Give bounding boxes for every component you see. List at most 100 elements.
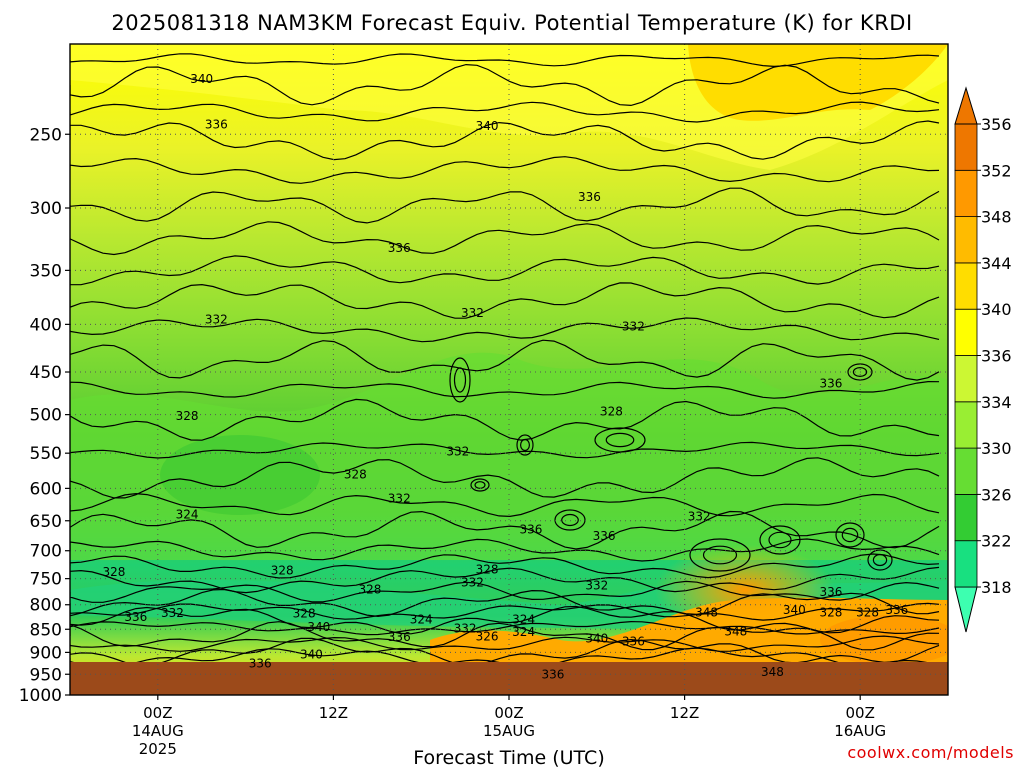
contour-line-9 bbox=[70, 317, 940, 343]
y-tick-label-350: 350 bbox=[30, 261, 62, 281]
contour-line-1 bbox=[70, 63, 940, 107]
contour-label-22: 328 bbox=[359, 582, 382, 596]
contour-cell-inner-5 bbox=[702, 545, 738, 565]
contour-label-17: 336 bbox=[593, 529, 616, 543]
colorbar-swatch-5 bbox=[954, 355, 978, 403]
contour-cell-inner-0 bbox=[453, 367, 467, 393]
y-tick-label-250: 250 bbox=[30, 125, 62, 145]
colorbar-label-322: 322 bbox=[981, 532, 1012, 551]
contour-label-7: 332 bbox=[622, 319, 645, 333]
contour-label-9: 328 bbox=[176, 409, 199, 423]
x-tick-year-0: 2025 bbox=[139, 740, 177, 758]
contour-label-35: 336 bbox=[885, 603, 908, 617]
contour-line-19 bbox=[70, 566, 940, 594]
top-right-warm-area bbox=[688, 44, 948, 121]
contour-label-4: 336 bbox=[388, 241, 411, 255]
contour-label-12: 328 bbox=[344, 468, 367, 482]
colorbar-label-340: 340 bbox=[981, 300, 1012, 319]
contour-line-21 bbox=[70, 588, 940, 618]
x-tick-label-4: 00Z bbox=[846, 704, 875, 722]
contour-label-36: 340 bbox=[307, 620, 330, 634]
contour-label-14: 324 bbox=[176, 507, 199, 521]
y-tick-label-900: 900 bbox=[30, 643, 62, 663]
gridlines bbox=[70, 44, 948, 695]
contour-label-34: 328 bbox=[856, 605, 879, 619]
colorbar-label-330: 330 bbox=[981, 439, 1012, 458]
contour-line-18 bbox=[70, 553, 940, 579]
contour-label-13: 332 bbox=[388, 491, 411, 505]
colorbar-label-318: 318 bbox=[981, 578, 1012, 597]
contour-cell-7 bbox=[835, 522, 865, 548]
contour-label-11: 332 bbox=[446, 445, 469, 459]
contour-line-22 bbox=[70, 602, 940, 621]
below-ground-area bbox=[70, 662, 948, 695]
contour-label-45: 336 bbox=[249, 656, 272, 670]
contour-cell-inner-2 bbox=[519, 438, 530, 452]
plot-area: 340 336 340 336 336 332 332 332 336 328 328 332 328 3… bbox=[70, 44, 948, 695]
contour-label-39: 336 bbox=[388, 630, 411, 644]
x-tick-label-0: 00Z bbox=[143, 704, 172, 722]
contour-label-30: 324 bbox=[512, 613, 535, 627]
colorbar-swatch-1 bbox=[954, 540, 978, 588]
contour-cell-6 bbox=[759, 525, 801, 555]
colorbar-swatch-8 bbox=[954, 216, 978, 264]
contour-cell-8 bbox=[867, 549, 893, 571]
y-tick-label-650: 650 bbox=[30, 512, 62, 532]
contour-line-5 bbox=[70, 187, 940, 224]
contour-line-24 bbox=[70, 620, 940, 636]
colorbar-label-326: 326 bbox=[981, 485, 1012, 504]
contour-line-14 bbox=[70, 457, 940, 499]
chart-title: 2025081318 NAM3KM Forecast Equiv. Potent… bbox=[111, 11, 912, 35]
contour-label-25: 336 bbox=[819, 585, 842, 599]
contour-label-27: 332 bbox=[161, 606, 184, 620]
contour-label-31: 348 bbox=[695, 605, 718, 619]
hot-spot-900 bbox=[820, 615, 948, 665]
contour-label-37: 332 bbox=[454, 621, 477, 635]
contour-label-2: 340 bbox=[476, 119, 499, 133]
x-tick-date-0: 14AUG bbox=[132, 722, 184, 740]
contour-label-44: 340 bbox=[300, 648, 323, 662]
contour-cell-inner-9 bbox=[852, 367, 868, 378]
contour-label-5: 332 bbox=[205, 312, 228, 326]
colorbar-swatch-3 bbox=[954, 447, 978, 495]
y-tick-label-550: 550 bbox=[30, 444, 62, 464]
green-pocket-600 bbox=[160, 435, 320, 515]
contour-label-33: 328 bbox=[819, 605, 842, 619]
y-tick-label-1000: 1000 bbox=[19, 686, 62, 706]
contour-line-20 bbox=[70, 580, 940, 603]
contour-label-16: 336 bbox=[519, 522, 542, 536]
contour-line-7 bbox=[70, 255, 940, 286]
y-tick-label-400: 400 bbox=[30, 315, 62, 335]
contour-line-2 bbox=[70, 101, 940, 123]
colorbar-label-356: 356 bbox=[981, 115, 1012, 134]
x-tick-label-2: 00Z bbox=[494, 704, 523, 722]
colorbar-label-336: 336 bbox=[981, 347, 1012, 366]
contour-line-11 bbox=[70, 380, 940, 399]
colorbar-label-348: 348 bbox=[981, 208, 1012, 227]
x-tick-date-4: 16AUG bbox=[834, 722, 886, 740]
contour-line-10 bbox=[70, 339, 940, 381]
contour-line-15 bbox=[70, 492, 940, 518]
colorbar: 318 322 326 330 334 336 340 344 348 352 356 bbox=[954, 86, 1012, 633]
colorbar-label-352: 352 bbox=[981, 161, 1012, 180]
contour-cell-1 bbox=[470, 478, 490, 492]
colorbar-min-arrow bbox=[954, 586, 978, 633]
contour-cell-inner-8 bbox=[872, 553, 888, 567]
contour-label-15: 332 bbox=[688, 509, 711, 523]
colorbar-label-344: 344 bbox=[981, 254, 1012, 273]
y-tick-label-700: 700 bbox=[30, 542, 62, 562]
contour-label-29: 324 bbox=[410, 613, 433, 627]
contour-line-17 bbox=[70, 538, 940, 562]
contour-label-41: 348 bbox=[724, 625, 747, 639]
contour-line-8 bbox=[70, 282, 940, 319]
contour-label-47: 348 bbox=[761, 665, 784, 679]
contour-label-42: 340 bbox=[585, 632, 608, 646]
contour-label-20: 328 bbox=[476, 562, 499, 576]
contour-label-43: 336 bbox=[622, 634, 645, 648]
colorbar-swatch-9 bbox=[954, 169, 978, 218]
contour-cell-0 bbox=[449, 357, 471, 403]
colorbar-label-334: 334 bbox=[981, 393, 1012, 412]
contour-label-26: 336 bbox=[124, 610, 147, 624]
contour-line-25 bbox=[70, 621, 940, 651]
